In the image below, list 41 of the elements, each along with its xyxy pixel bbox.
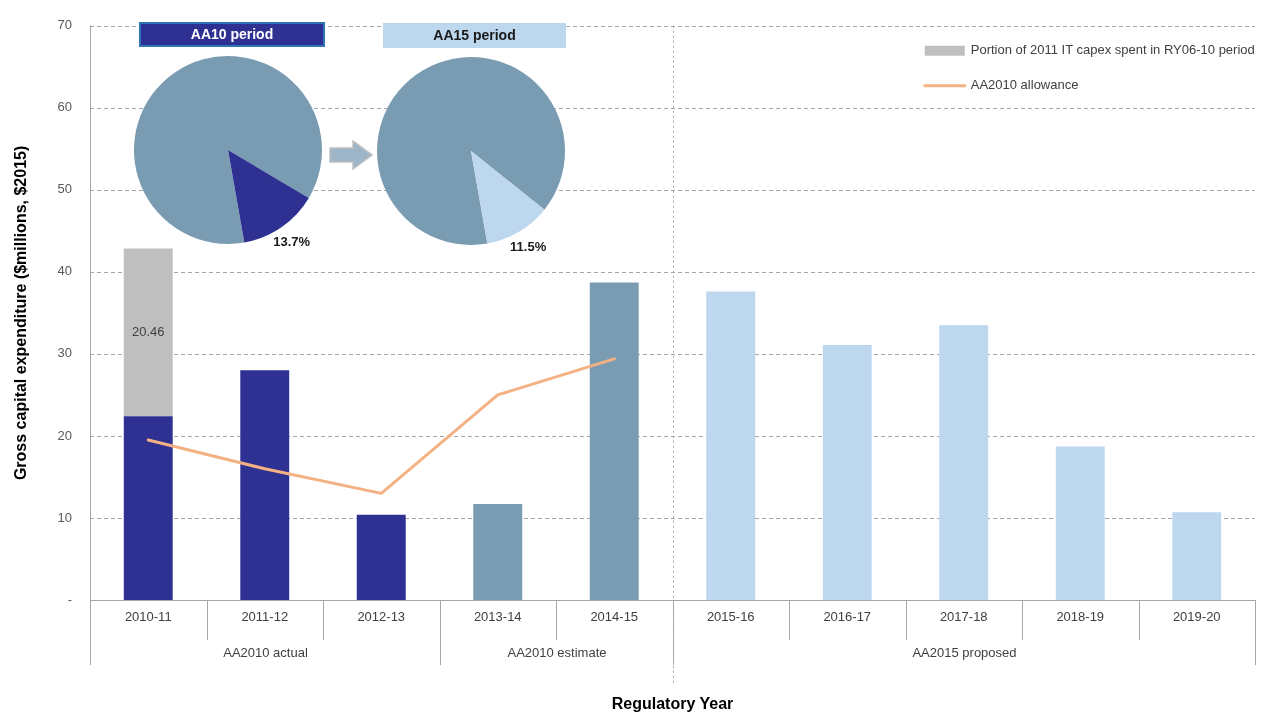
text: AA2010 estimate — [507, 644, 607, 660]
bar — [589, 282, 639, 600]
bar — [473, 504, 523, 600]
y-tick-label: 40 — [57, 263, 72, 279]
chart-title: AA10 period — [139, 22, 325, 47]
x-axis-title: Regulatory Year — [611, 694, 734, 712]
text: AA2010 actual — [223, 644, 308, 660]
bar — [356, 514, 406, 600]
x-tick-label: 2014-15 — [590, 609, 639, 625]
bar — [240, 370, 290, 600]
y-tick-label: 20 — [57, 427, 72, 443]
x-tick-label: 2017-18 — [939, 609, 988, 625]
x-tick-label: 2016-17 — [823, 609, 872, 625]
legend-label: AA2010 allowance — [970, 77, 1079, 93]
bar — [1172, 512, 1222, 600]
x-tick-label: 2013-14 — [473, 609, 522, 625]
text: AA2015 proposed — [912, 644, 1017, 660]
bar — [822, 344, 872, 600]
legend-label: Portion of 2011 IT capex spent in RY06-10 period — [970, 42, 1255, 58]
bar — [123, 248, 173, 417]
y-tick-label: 60 — [57, 99, 72, 115]
x-tick-label: 2010-11 — [124, 609, 172, 625]
x-tick-label: 2011-12 — [241, 609, 289, 625]
data-label: 11.5% — [510, 238, 547, 254]
x-tick-label: 2019-20 — [1172, 609, 1221, 625]
y-tick-label: - — [67, 591, 72, 607]
y-tick-label: 30 — [57, 345, 72, 361]
y-tick-label: 70 — [57, 17, 72, 33]
x-tick-label: 2018-19 — [1056, 609, 1105, 625]
bar — [939, 325, 989, 600]
bar — [1055, 446, 1105, 600]
x-tick-label: 2012-13 — [357, 609, 406, 625]
chart-title: AA15 period — [383, 23, 566, 48]
y-tick-label: 10 — [57, 509, 72, 525]
x-tick-label: 2015-16 — [706, 609, 755, 625]
y-axis-title: Gross capital expenditure ($millions, $2015) — [12, 145, 30, 481]
bar — [123, 416, 173, 600]
bar — [706, 291, 756, 600]
data-label: 13.7% — [273, 233, 311, 249]
data-label: 20.46 — [131, 323, 165, 339]
y-tick-label: 50 — [57, 181, 72, 197]
